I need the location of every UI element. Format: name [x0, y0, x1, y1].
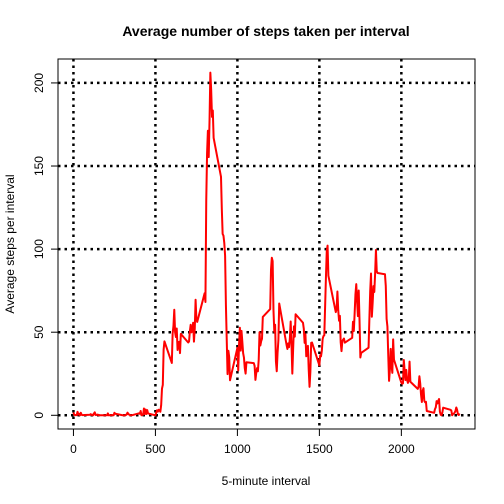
y-tick-label: 150 [32, 156, 46, 176]
y-tick-label: 0 [32, 412, 46, 419]
y-tick-label: 50 [32, 325, 46, 339]
data-line [72, 71, 461, 417]
x-tick-label: 1000 [224, 442, 251, 456]
chart-title: Average number of steps taken per interv… [122, 23, 409, 39]
x-tick-label: 500 [145, 442, 165, 456]
x-tick-label: 1500 [306, 442, 333, 456]
x-tick-label: 2000 [388, 442, 415, 456]
grid [58, 59, 475, 429]
x-tick-label: 0 [70, 442, 77, 456]
y-tick-label: 100 [32, 239, 46, 259]
y-tick-label: 200 [32, 73, 46, 93]
plot-box [57, 58, 476, 430]
plot-area [72, 71, 461, 417]
y-axis-label: Average steps per interval [3, 174, 17, 313]
x-axis-label: 5-minute interval [222, 474, 311, 488]
